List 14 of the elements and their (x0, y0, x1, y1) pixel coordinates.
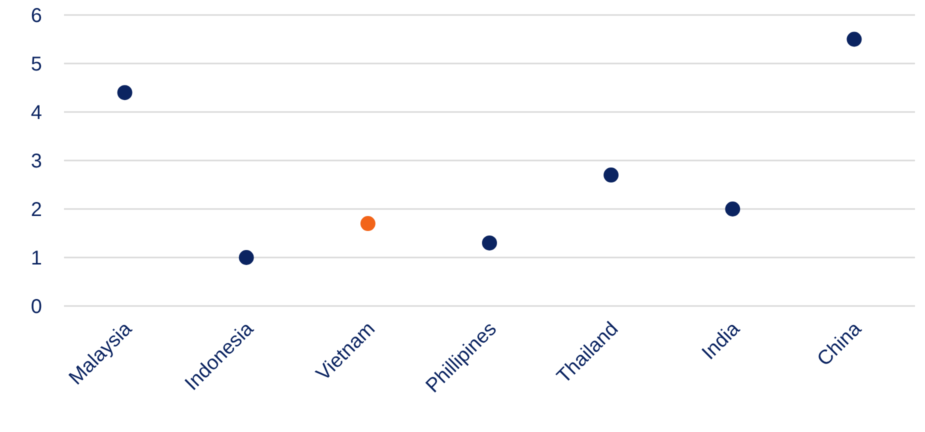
point (482, 235, 497, 250)
y-tick-label: 4 (30, 102, 42, 124)
point (604, 168, 619, 183)
y-tick-label: 5 (30, 54, 42, 76)
y-tick-label: 3 (30, 150, 42, 172)
y-tick-label: 0 (30, 296, 42, 318)
y-tick-label: 1 (30, 248, 42, 270)
point (360, 216, 376, 232)
point (725, 202, 740, 216)
y-tick-label: 6 (30, 5, 42, 27)
point (846, 32, 862, 47)
y-tick-label: 2 (30, 199, 42, 221)
point (117, 85, 132, 100)
point (238, 250, 254, 265)
